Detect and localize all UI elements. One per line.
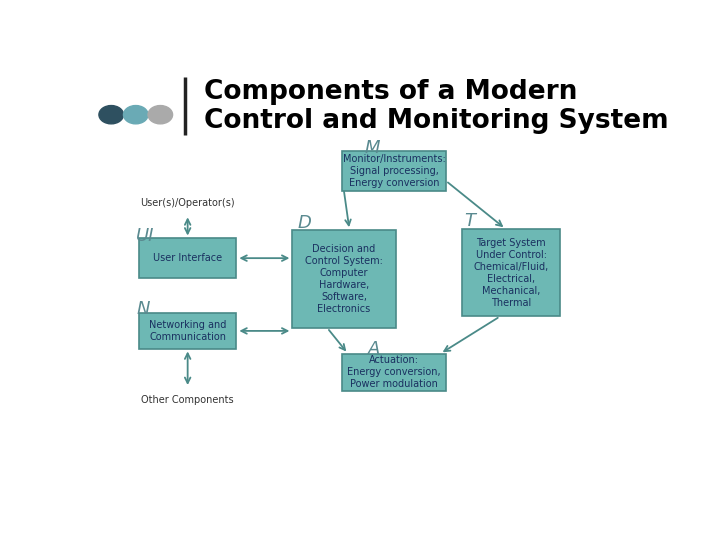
Text: N: N [136, 300, 150, 318]
Text: T: T [464, 212, 475, 230]
Text: Actuation:
Energy conversion,
Power modulation: Actuation: Energy conversion, Power modu… [347, 355, 441, 389]
Circle shape [99, 105, 124, 124]
Text: User Interface: User Interface [153, 253, 222, 263]
Text: Monitor/Instruments:
Signal processing,
Energy conversion: Monitor/Instruments: Signal processing, … [343, 154, 446, 188]
Text: M: M [364, 139, 379, 157]
FancyBboxPatch shape [139, 238, 236, 278]
Text: Networking and
Communication: Networking and Communication [149, 320, 226, 342]
Text: Target System
Under Control:
Chemical/Fluid,
Electrical,
Mechanical,
Thermal: Target System Under Control: Chemical/Fl… [474, 238, 549, 308]
Text: UI: UI [135, 227, 154, 245]
Text: D: D [298, 214, 312, 232]
Circle shape [124, 105, 148, 124]
Text: Decision and
Control System:
Computer
Hardware,
Software,
Electronics: Decision and Control System: Computer Ha… [305, 244, 383, 314]
FancyBboxPatch shape [343, 354, 446, 391]
Circle shape [148, 105, 173, 124]
FancyBboxPatch shape [139, 313, 236, 349]
FancyBboxPatch shape [462, 229, 560, 316]
FancyBboxPatch shape [292, 230, 395, 328]
Text: Components of a Modern
Control and Monitoring System: Components of a Modern Control and Monit… [204, 79, 669, 134]
Text: Other Components: Other Components [141, 395, 234, 406]
Text: User(s)/Operator(s): User(s)/Operator(s) [140, 198, 235, 208]
FancyBboxPatch shape [343, 151, 446, 191]
Text: A: A [369, 340, 381, 358]
